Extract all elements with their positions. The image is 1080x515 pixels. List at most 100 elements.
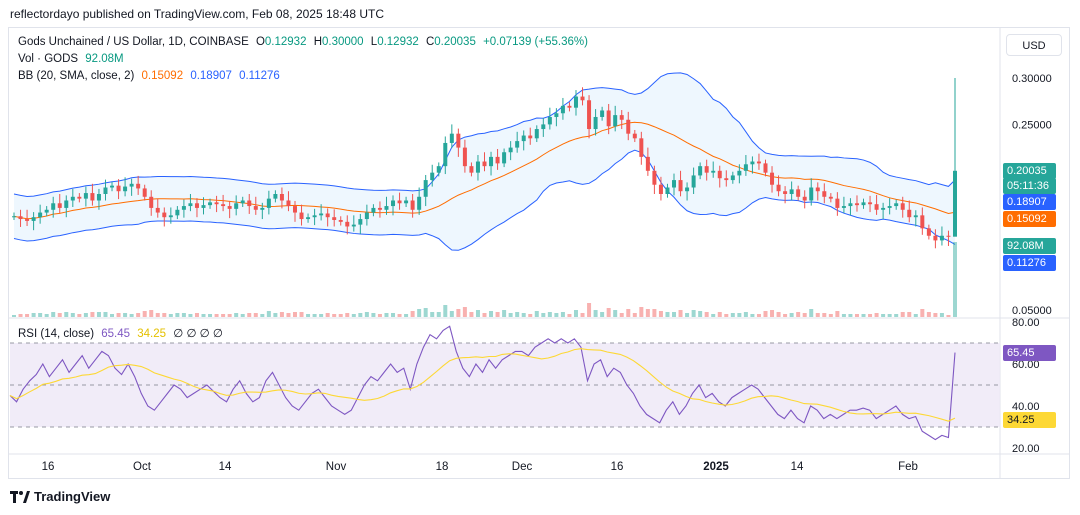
- volume-bar: [593, 310, 598, 317]
- rsi-ma-tag: 34.25: [1003, 412, 1056, 428]
- time-tick-label: 16: [42, 461, 55, 473]
- candle-body: [77, 196, 82, 199]
- candle-body: [541, 124, 546, 130]
- volume-bar: [802, 313, 807, 317]
- volume-bar: [737, 313, 742, 317]
- rsi-tick-label: 40.00: [1012, 401, 1040, 413]
- price-tick-label: 0.05000: [1012, 305, 1052, 317]
- legend-vol-value: 92.08M: [85, 53, 124, 65]
- legend-rsi-label: RSI (14, close): [18, 328, 95, 340]
- candle-body: [724, 178, 729, 181]
- candle-body: [129, 183, 134, 187]
- volume-bar: [685, 313, 690, 317]
- volume-bar: [789, 313, 794, 317]
- price-tick-label: 0.25000: [1012, 119, 1052, 131]
- volume-bar: [730, 313, 735, 317]
- candle-body: [162, 212, 167, 218]
- candle-body: [168, 215, 173, 218]
- volume-bar: [188, 314, 193, 317]
- candle-body: [332, 217, 337, 220]
- candle-body: [534, 129, 539, 139]
- candle-body: [436, 166, 441, 173]
- rsi-tick-label: 20.00: [1012, 443, 1040, 455]
- rsi-tick-label: 80.00: [1012, 317, 1040, 329]
- candle-body: [306, 217, 311, 220]
- volume-bar: [325, 313, 330, 317]
- volume-bar: [162, 313, 167, 317]
- candle-body: [711, 170, 716, 173]
- legend-symbol-row: Gods Unchained / US Dollar, 1D, COINBASE…: [18, 36, 592, 48]
- volume-bar: [756, 314, 761, 317]
- candle-body: [364, 212, 369, 220]
- volume-bar: [939, 313, 944, 317]
- candle-body: [521, 135, 526, 142]
- volume-bar: [208, 314, 213, 317]
- candle-body: [547, 116, 552, 125]
- volume-bar: [299, 312, 304, 317]
- legend-low: 0.12932: [377, 36, 419, 48]
- candle-body: [554, 113, 559, 117]
- volume-bar: [475, 310, 480, 317]
- candle-body: [868, 202, 873, 205]
- legend-rsi-extra: ∅ ∅ ∅ ∅: [173, 328, 223, 340]
- volume-bar: [38, 313, 43, 317]
- candle-body: [946, 235, 951, 237]
- legend-change: +0.07139 (+55.36%): [483, 36, 588, 48]
- legend-open: 0.12932: [264, 36, 307, 48]
- volume-bar: [332, 314, 337, 317]
- candle-body: [417, 196, 422, 210]
- legend-o-label: O: [255, 36, 265, 48]
- candle-body: [770, 172, 775, 185]
- candle-body: [456, 133, 461, 148]
- volume-bar: [489, 311, 494, 317]
- candle-body: [652, 170, 657, 185]
- candle-body: [240, 200, 245, 204]
- volume-bar: [828, 314, 833, 317]
- volume-bar: [632, 313, 637, 317]
- volume-bar: [273, 313, 278, 317]
- candle-body: [665, 187, 670, 194]
- volume-bar: [554, 313, 559, 317]
- legend-bb-lower: 0.11276: [239, 70, 280, 82]
- volume-bar: [567, 314, 572, 317]
- volume-bar: [12, 315, 16, 317]
- legend-symbol: Gods Unchained / US Dollar, 1D, COINBASE: [18, 36, 249, 48]
- volume-bar: [515, 312, 520, 317]
- candle-body: [194, 203, 199, 208]
- candle-body: [593, 116, 598, 130]
- candle-body: [737, 170, 742, 176]
- candle-body: [475, 161, 480, 173]
- candle-body: [410, 200, 415, 210]
- candle-body: [136, 183, 141, 189]
- volume-bar: [221, 314, 226, 317]
- candle-body: [188, 203, 193, 207]
- candle-body: [155, 207, 160, 213]
- volume-bar: [44, 314, 49, 317]
- candle-body: [750, 161, 755, 165]
- candle-body: [469, 166, 474, 173]
- candle-body: [698, 166, 703, 176]
- candle-body: [358, 219, 363, 225]
- volume-bar: [430, 312, 435, 317]
- candle-body: [907, 209, 912, 218]
- tradingview-brand[interactable]: TradingView: [10, 489, 110, 504]
- candle-body: [286, 200, 291, 207]
- candle-body: [763, 163, 768, 173]
- volume-bar: [783, 314, 788, 317]
- candle-body: [208, 202, 213, 206]
- candle-body: [678, 180, 683, 192]
- candle-body: [887, 206, 892, 208]
- time-tick-label: Nov: [326, 461, 347, 473]
- candle-body: [103, 187, 108, 194]
- candle-body: [920, 215, 925, 229]
- candle-body: [658, 184, 663, 194]
- currency-button[interactable]: USD: [1006, 34, 1062, 56]
- volume-bar: [946, 315, 951, 317]
- legend-bb-mid: 0.15092: [141, 70, 184, 82]
- volume-bar: [822, 313, 827, 317]
- volume-bar: [214, 314, 219, 317]
- volume-bar: [142, 311, 147, 317]
- volume-bar: [587, 303, 592, 317]
- candle-body: [430, 172, 435, 181]
